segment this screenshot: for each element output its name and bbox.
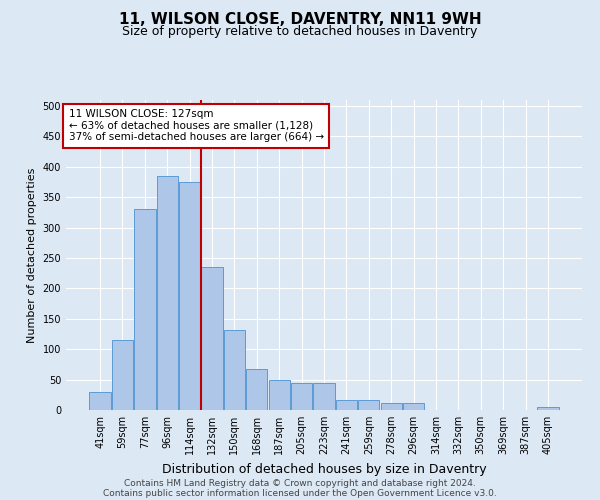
Bar [380, 404, 402, 410]
Text: 11 WILSON CLOSE: 127sqm
← 63% of detached houses are smaller (1,128)
37% of semi: 11 WILSON CLOSE: 127sqm ← 63% of detache… [68, 110, 324, 142]
Bar [179, 182, 200, 410]
Bar [537, 407, 559, 410]
Bar [246, 370, 268, 410]
Bar [157, 176, 178, 410]
Bar [403, 404, 424, 410]
Bar [336, 400, 357, 410]
Bar [358, 400, 379, 410]
Bar [269, 380, 290, 410]
Bar [202, 267, 223, 410]
Text: Size of property relative to detached houses in Daventry: Size of property relative to detached ho… [122, 25, 478, 38]
Text: Contains HM Land Registry data © Crown copyright and database right 2024.: Contains HM Land Registry data © Crown c… [124, 478, 476, 488]
X-axis label: Distribution of detached houses by size in Daventry: Distribution of detached houses by size … [161, 462, 487, 475]
Bar [89, 392, 111, 410]
Y-axis label: Number of detached properties: Number of detached properties [27, 168, 37, 342]
Bar [291, 382, 312, 410]
Text: 11, WILSON CLOSE, DAVENTRY, NN11 9WH: 11, WILSON CLOSE, DAVENTRY, NN11 9WH [119, 12, 481, 28]
Bar [224, 330, 245, 410]
Bar [134, 210, 155, 410]
Bar [313, 382, 335, 410]
Bar [112, 340, 133, 410]
Text: Contains public sector information licensed under the Open Government Licence v3: Contains public sector information licen… [103, 488, 497, 498]
